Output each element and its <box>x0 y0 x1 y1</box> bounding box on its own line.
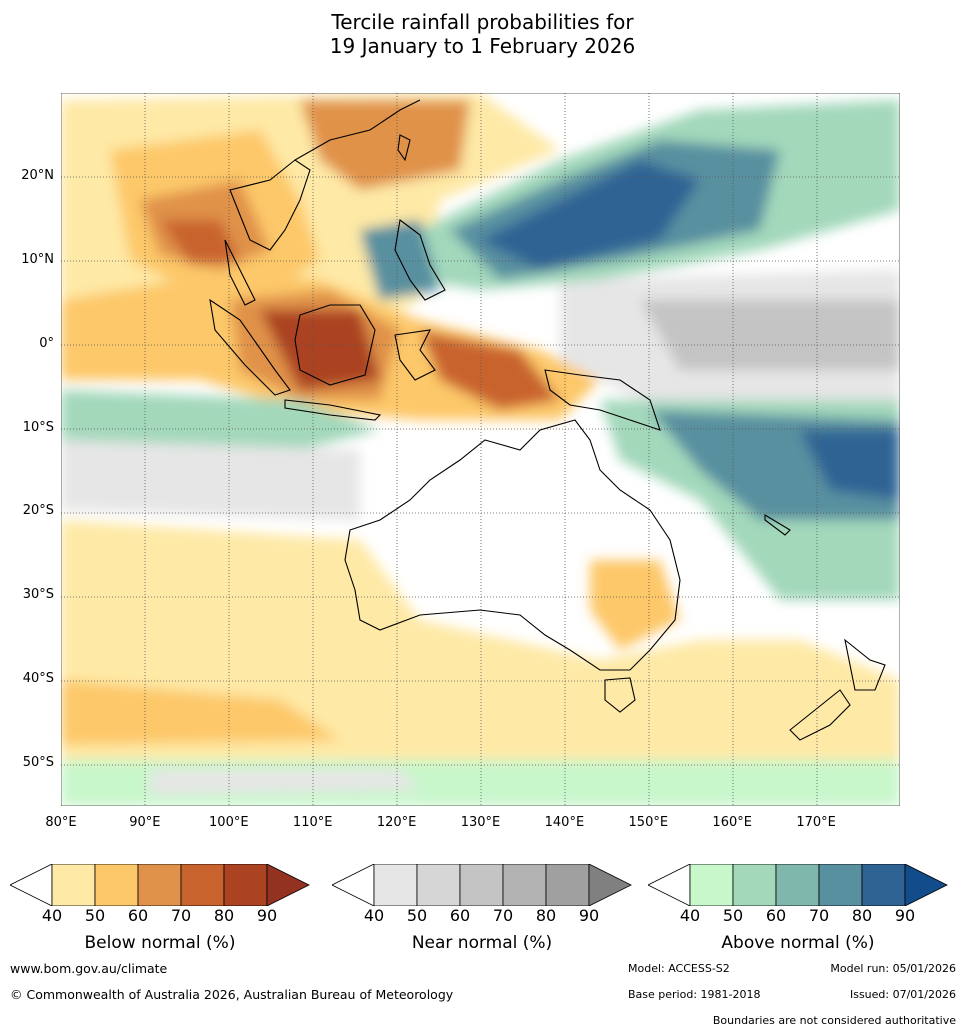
colorbar-low-extend <box>10 864 53 906</box>
tasmania-coast <box>604 677 636 713</box>
colorbar-tick: 90 <box>578 906 600 925</box>
longitude-label: 150°E <box>628 815 669 830</box>
sulawesi-coast <box>394 329 436 381</box>
new-guinea-coast <box>544 369 661 431</box>
longitude-label: 110°E <box>292 815 333 830</box>
longitude-label: 160°E <box>712 815 752 830</box>
colorbar <box>10 864 310 906</box>
colorbar-segment <box>373 864 418 906</box>
title-line-2: 19 January to 1 February 2026 <box>329 34 636 58</box>
colorbar-tick: 60 <box>765 906 787 925</box>
colorbar-segment <box>416 864 461 906</box>
indochina-coast <box>229 159 311 251</box>
colorbar-high-extend <box>266 864 310 906</box>
colorbar-segment <box>861 864 906 906</box>
longitude-label: 140°E <box>544 815 585 830</box>
model-run-text: Model run: 05/01/2026 <box>830 962 956 975</box>
borneo-coast <box>294 304 376 386</box>
colorbar-tick: 50 <box>406 906 428 925</box>
colorbar-segment <box>545 864 590 906</box>
colorbar-tick: 80 <box>535 906 557 925</box>
colorbar-low-extend <box>332 864 375 906</box>
copyright-text: © Commonwealth of Australia 2026, Austra… <box>10 987 454 1002</box>
colorbar-label: Near normal (%) <box>411 933 553 953</box>
latitude-label: 40°S <box>22 671 54 687</box>
colorbar-label: Above normal (%) <box>721 933 875 953</box>
title-line-1: Tercile rainfall probabilities for <box>331 10 634 34</box>
longitude-label: 130°E <box>460 815 501 830</box>
new-zealand-north <box>844 638 886 691</box>
colorbar-high-extend <box>588 864 632 906</box>
colorbar-tick: 40 <box>363 906 385 925</box>
base-period-text: Base period: 1981-2018 <box>628 988 761 1001</box>
longitude-label: 80°E <box>45 815 77 830</box>
colorbar-segment <box>502 864 547 906</box>
colorbar-segment <box>51 864 96 906</box>
philippines-coast <box>394 219 446 301</box>
colorbar-tick: 90 <box>894 906 916 925</box>
colorbar-tick: 40 <box>679 906 701 925</box>
issued-text: Issued: 07/01/2026 <box>849 988 956 1001</box>
model-text: Model: ACCESS-S2 <box>628 962 730 975</box>
latitude-label: 10°N <box>21 251 54 267</box>
latitude-label: 0° <box>39 335 54 351</box>
longitude-label: 90°E <box>129 815 161 830</box>
colorbar-tick: 80 <box>851 906 873 925</box>
colorbar-segment <box>180 864 225 906</box>
latitude-label: 20°S <box>22 503 54 519</box>
colorbar-label: Below normal (%) <box>84 933 236 953</box>
map-title: Tercile rainfall probabilities for 19 Ja… <box>0 10 965 58</box>
colorbar-tick: 50 <box>722 906 744 925</box>
website-link[interactable]: www.bom.gov.au/climate <box>10 961 168 976</box>
colorbar-high-extend <box>904 864 948 906</box>
australia-coast <box>344 419 681 671</box>
colorbar-tick: 70 <box>808 906 830 925</box>
latitude-label: 10°S <box>22 419 54 435</box>
latitude-label: 50°S <box>22 755 54 771</box>
china-coast <box>294 99 421 161</box>
disclaimer-text: Boundaries are not considered authoritat… <box>712 1014 956 1027</box>
malay-peninsula-coast <box>224 239 256 306</box>
colorbar-segment <box>137 864 182 906</box>
colorbar-segment <box>775 864 820 906</box>
colorbar <box>332 864 632 906</box>
colorbar-low-extend <box>648 864 691 906</box>
colorbar-segment <box>94 864 139 906</box>
colorbar-tick: 90 <box>256 906 278 925</box>
sumatra-coast <box>209 298 291 396</box>
latitude-label: 30°S <box>22 587 54 603</box>
colorbar-tick: 80 <box>213 906 235 925</box>
new-caledonia <box>764 514 791 536</box>
colorbar-tick: 70 <box>492 906 514 925</box>
rainfall-probability-map <box>61 93 900 806</box>
colorbar-tick: 60 <box>449 906 471 925</box>
colorbar-tick: 70 <box>170 906 192 925</box>
probability-field <box>61 93 900 806</box>
longitude-label: 100°E <box>209 815 249 830</box>
colorbar-tick: 60 <box>127 906 149 925</box>
colorbar <box>648 864 948 906</box>
colorbar-segment <box>818 864 863 906</box>
colorbar-tick: 50 <box>84 906 106 925</box>
colorbar-segment <box>732 864 777 906</box>
new-zealand-south <box>789 689 851 741</box>
colorbar-tick: 40 <box>41 906 63 925</box>
taiwan-coast <box>397 134 411 162</box>
coastlines <box>209 99 886 741</box>
longitude-label: 120°E <box>376 815 417 830</box>
graticule <box>61 93 900 806</box>
java-coast <box>284 399 382 421</box>
longitude-label: 170°E <box>796 815 836 830</box>
colorbar-segment <box>459 864 504 906</box>
colorbar-segment <box>223 864 268 906</box>
latitude-label: 20°N <box>21 167 54 183</box>
colorbar-segment <box>689 864 734 906</box>
